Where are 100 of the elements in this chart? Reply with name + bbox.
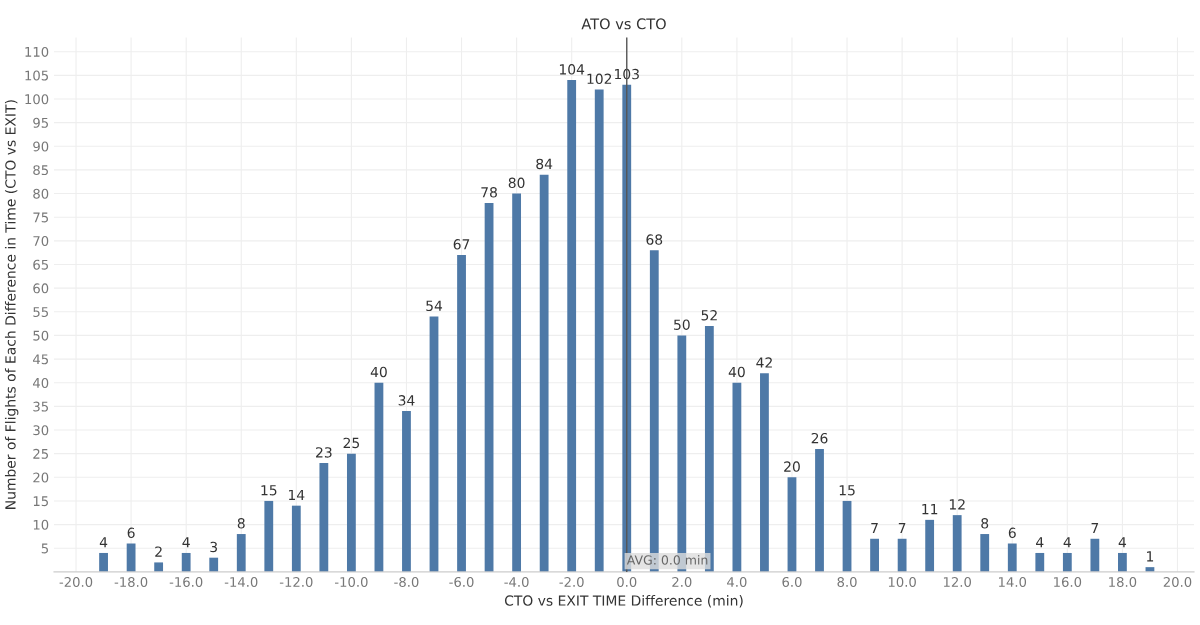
data-label: 80 bbox=[508, 177, 525, 189]
bar bbox=[539, 174, 549, 572]
bar bbox=[925, 519, 935, 572]
bar bbox=[787, 477, 797, 572]
y-tick-label: 10 bbox=[33, 519, 49, 530]
data-label: 8 bbox=[237, 518, 245, 529]
y-tick-label: 25 bbox=[33, 448, 48, 459]
y-tick-label: 35 bbox=[33, 401, 48, 412]
data-label: 14 bbox=[289, 489, 305, 500]
x-tick-label: -20.0 bbox=[59, 576, 93, 587]
data-label: 1 bbox=[1147, 551, 1154, 562]
data-label: 11 bbox=[922, 504, 938, 515]
bar bbox=[1007, 543, 1017, 572]
data-label: 4 bbox=[99, 537, 108, 548]
data-label: 4 bbox=[1063, 537, 1071, 548]
data-label: 26 bbox=[811, 432, 828, 444]
data-label: 6 bbox=[127, 527, 135, 539]
y-tick-label: 110 bbox=[25, 46, 49, 57]
x-tick-label: -8.0 bbox=[394, 576, 419, 587]
y-tick-label: 65 bbox=[33, 259, 48, 270]
y-axis-title: Number of Flights of Each Difference in Time (CTO vs EXIT) bbox=[4, 100, 19, 509]
bar bbox=[181, 552, 191, 572]
data-label: 7 bbox=[898, 522, 906, 534]
x-tick-label: -18.0 bbox=[114, 576, 148, 587]
chart-title: ATO vs CTO bbox=[581, 18, 666, 30]
data-label: 15 bbox=[261, 485, 277, 496]
y-tick-label: 100 bbox=[25, 94, 49, 105]
x-tick-label: 12.0 bbox=[943, 576, 971, 587]
data-label: 84 bbox=[536, 158, 553, 170]
y-tick-label: 90 bbox=[33, 141, 49, 152]
bar bbox=[1035, 552, 1045, 572]
x-tick-label: -2.0 bbox=[559, 576, 584, 587]
bar bbox=[264, 500, 274, 572]
y-tick-label: 95 bbox=[33, 117, 48, 128]
data-label: 8 bbox=[981, 518, 989, 529]
data-label: 2 bbox=[155, 546, 162, 557]
x-tick-label: -12.0 bbox=[279, 576, 313, 587]
data-label: 4 bbox=[1118, 537, 1127, 548]
data-label: 15 bbox=[839, 485, 855, 496]
data-label: 42 bbox=[756, 357, 772, 368]
y-tick-label: 80 bbox=[33, 188, 49, 199]
ref-line-label: AVG: 0.0 min bbox=[626, 555, 708, 565]
data-label: 78 bbox=[481, 187, 497, 198]
data-label: 50 bbox=[674, 319, 690, 330]
bar bbox=[760, 373, 769, 572]
data-label: 40 bbox=[370, 366, 387, 378]
data-label: 4 bbox=[1036, 537, 1044, 548]
bar bbox=[154, 562, 164, 572]
y-tick-label: 55 bbox=[33, 307, 48, 317]
bar bbox=[457, 255, 466, 572]
y-tick-label: 70 bbox=[33, 236, 49, 247]
x-tick-label: 0.0 bbox=[617, 576, 637, 587]
data-label: 4 bbox=[182, 537, 190, 548]
bar bbox=[1118, 552, 1127, 572]
bar bbox=[319, 463, 329, 572]
data-label: 68 bbox=[646, 234, 663, 245]
data-label: 102 bbox=[587, 73, 612, 85]
x-tick-label: 18.0 bbox=[1109, 576, 1137, 587]
bar bbox=[1090, 538, 1100, 572]
y-tick-label: 20 bbox=[33, 472, 49, 483]
bar bbox=[484, 203, 494, 572]
x-tick-label: -10.0 bbox=[334, 576, 368, 587]
x-tick-label: 10.0 bbox=[888, 576, 916, 587]
data-label: 12 bbox=[949, 499, 965, 510]
x-tick-label: 14.0 bbox=[999, 576, 1027, 587]
bar bbox=[567, 80, 577, 572]
x-tick-label: 6.0 bbox=[782, 576, 802, 587]
data-label: 54 bbox=[426, 300, 443, 312]
data-label: 3 bbox=[210, 541, 218, 553]
bar bbox=[842, 500, 852, 572]
data-label: 7 bbox=[871, 522, 878, 534]
data-label: 40 bbox=[728, 366, 745, 378]
data-label: 52 bbox=[701, 309, 717, 321]
bar bbox=[732, 382, 742, 572]
x-tick-label: -4.0 bbox=[504, 576, 529, 587]
data-label: 104 bbox=[559, 64, 585, 75]
bar bbox=[870, 538, 879, 572]
y-tick-label: 5 bbox=[41, 543, 48, 554]
y-tick-label: 40 bbox=[32, 377, 49, 388]
bar bbox=[402, 411, 411, 572]
data-label: 7 bbox=[1091, 522, 1099, 534]
y-tick-label: 50 bbox=[33, 330, 49, 341]
bar bbox=[952, 515, 962, 572]
y-tick-label: 30 bbox=[33, 425, 49, 436]
x-tick-label: 16.0 bbox=[1054, 576, 1082, 587]
y-tick-label: 75 bbox=[33, 212, 48, 223]
x-tick-label: 4.0 bbox=[727, 576, 747, 587]
bar bbox=[236, 534, 246, 572]
x-tick-label: -16.0 bbox=[169, 576, 203, 587]
bar bbox=[374, 382, 384, 572]
x-axis-title: CTO vs EXIT TIME Difference (min) bbox=[504, 595, 743, 608]
y-tick-label: 85 bbox=[33, 165, 48, 176]
y-tick-label: 45 bbox=[32, 354, 48, 365]
y-tick-label: 60 bbox=[33, 283, 49, 294]
x-tick-label: 20.0 bbox=[1163, 576, 1192, 587]
bar bbox=[594, 89, 604, 572]
data-label: 20 bbox=[784, 461, 800, 472]
bar bbox=[980, 534, 990, 572]
bar bbox=[346, 453, 356, 572]
bar bbox=[815, 448, 824, 572]
